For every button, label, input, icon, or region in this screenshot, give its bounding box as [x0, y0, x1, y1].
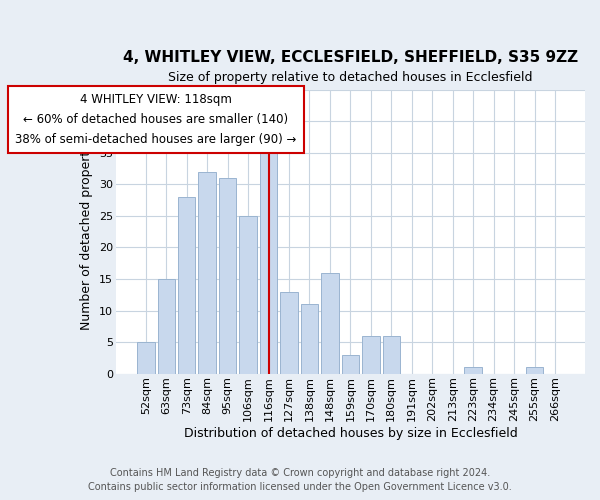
- Bar: [239, 216, 257, 374]
- Bar: [321, 272, 338, 374]
- Text: Contains public sector information licensed under the Open Government Licence v3: Contains public sector information licen…: [88, 482, 512, 492]
- Text: 4 WHITLEY VIEW: 118sqm
← 60% of detached houses are smaller (140)
38% of semi-de: 4 WHITLEY VIEW: 118sqm ← 60% of detached…: [16, 93, 297, 146]
- Text: Contains HM Land Registry data © Crown copyright and database right 2024.: Contains HM Land Registry data © Crown c…: [110, 468, 490, 477]
- Bar: [383, 336, 400, 374]
- Bar: [301, 304, 318, 374]
- Text: Size of property relative to detached houses in Ecclesfield: Size of property relative to detached ho…: [168, 71, 533, 84]
- Bar: [280, 292, 298, 374]
- Bar: [219, 178, 236, 374]
- Bar: [464, 368, 482, 374]
- Bar: [137, 342, 155, 374]
- Bar: [178, 197, 196, 374]
- Bar: [199, 172, 216, 374]
- Y-axis label: Number of detached properties: Number of detached properties: [80, 133, 94, 330]
- Bar: [342, 354, 359, 374]
- Bar: [260, 153, 277, 374]
- Bar: [526, 368, 543, 374]
- Bar: [158, 279, 175, 374]
- X-axis label: Distribution of detached houses by size in Ecclesfield: Distribution of detached houses by size …: [184, 427, 517, 440]
- Bar: [362, 336, 380, 374]
- Title: 4, WHITLEY VIEW, ECCLESFIELD, SHEFFIELD, S35 9ZZ: 4, WHITLEY VIEW, ECCLESFIELD, SHEFFIELD,…: [123, 50, 578, 65]
